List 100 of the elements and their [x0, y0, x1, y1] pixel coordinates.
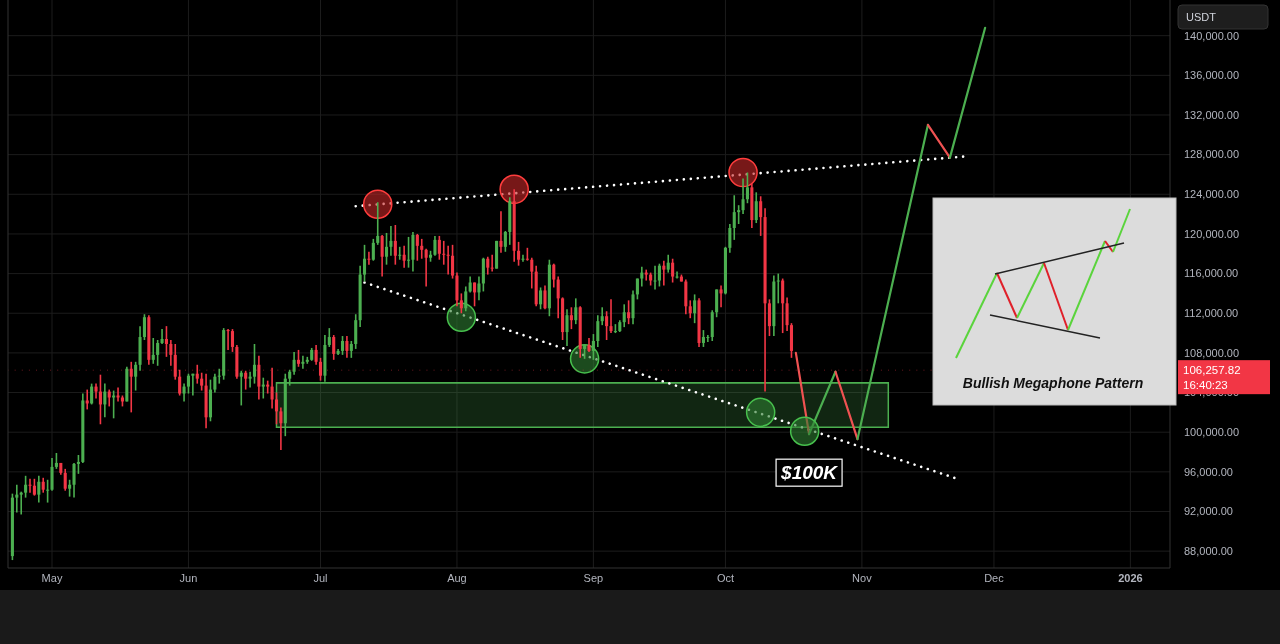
- candlestick: [490, 253, 494, 273]
- x-tick-label: Jul: [313, 572, 328, 584]
- candlestick: [76, 454, 80, 475]
- x-tick-label: Dec: [984, 572, 1005, 584]
- candlestick: [732, 194, 736, 241]
- y-tick-label: 136,000.00: [1184, 69, 1240, 82]
- candlestick: [552, 262, 556, 289]
- candlestick: [600, 306, 604, 326]
- candlestick: [340, 335, 345, 356]
- candlestick: [737, 204, 741, 225]
- candlestick: [609, 298, 613, 334]
- point: [745, 397, 776, 428]
- candlestick: [446, 245, 450, 276]
- candlestick: [376, 201, 380, 246]
- candlestick: [332, 334, 336, 361]
- candlestick: [631, 289, 635, 325]
- candlestick: [503, 230, 507, 253]
- candlestick: [239, 369, 243, 407]
- candlestick: [640, 265, 644, 288]
- candlestick: [499, 210, 503, 254]
- candlestick: [574, 297, 578, 325]
- y-tick-label: 88,000.00: [1184, 545, 1233, 557]
- candlestick: [644, 268, 648, 282]
- candlestick: [367, 250, 371, 266]
- candlestick: [142, 313, 146, 341]
- candlestick: [477, 275, 481, 302]
- candlestick: [745, 171, 749, 205]
- candlestick: [715, 288, 719, 319]
- point: [362, 189, 393, 219]
- candlestick: [244, 369, 248, 391]
- candlestick: [24, 475, 28, 499]
- candlestick: [173, 343, 177, 381]
- candlestick: [28, 477, 32, 494]
- x-tick-label: 2026: [1118, 572, 1143, 584]
- candlestick: [407, 236, 411, 269]
- candlestick: [706, 334, 710, 343]
- candlestick: [539, 286, 543, 311]
- candlestick: [530, 256, 534, 290]
- candlestick: [279, 406, 283, 451]
- candlestick: [569, 306, 573, 330]
- candlestick: [754, 191, 758, 224]
- candlestick: [327, 327, 331, 348]
- candlestick: [318, 357, 323, 382]
- candlestick: [596, 314, 600, 348]
- candlestick: [354, 313, 358, 350]
- candlestick: [103, 382, 107, 419]
- candlestick: [389, 225, 393, 257]
- candlestick: [759, 195, 763, 237]
- x-tick-label: Jun: [179, 572, 198, 584]
- candlestick: [622, 303, 626, 328]
- y-tick-label: 92,000.00: [1184, 505, 1233, 518]
- y-tick-label: 100,000.00: [1184, 426, 1240, 439]
- candlestick: [371, 238, 375, 262]
- candlestick: [178, 368, 182, 397]
- point: [728, 157, 758, 188]
- candlestick: [301, 355, 305, 370]
- point: [446, 302, 477, 332]
- candlestick: [424, 248, 428, 288]
- candlestick: [226, 328, 230, 351]
- candlestick: [85, 388, 89, 411]
- x-tick-label: Nov: [852, 572, 873, 584]
- y-tick-label: 120,000.00: [1184, 227, 1240, 240]
- candlestick: [151, 337, 155, 365]
- candlestick: [230, 328, 235, 353]
- candlestick: [437, 235, 441, 261]
- candlestick: [741, 177, 745, 215]
- candlestick: [217, 367, 221, 385]
- candlestick: [195, 363, 199, 385]
- candlestick: [314, 344, 318, 366]
- candlestick: [653, 264, 657, 291]
- candlestick: [213, 372, 217, 394]
- point: [789, 416, 820, 446]
- candlestick: [415, 233, 419, 262]
- y-tick-label: 96,000.00: [1184, 465, 1233, 478]
- x-tick-label: Sep: [583, 572, 604, 584]
- candlestick: [657, 262, 661, 288]
- y-tick-label: 112,000.00: [1184, 307, 1239, 320]
- candlestick: [451, 244, 455, 280]
- candlestick: [380, 234, 384, 278]
- candlestick: [627, 299, 631, 325]
- candlestick: [398, 246, 402, 261]
- candlestick: [605, 310, 609, 341]
- y-tick-label: 124,000.00: [1184, 188, 1240, 201]
- candlestick: [781, 277, 785, 334]
- candlestick: [261, 376, 265, 400]
- candlestick: [464, 285, 468, 313]
- annotation: Bullish Megaphone Pattern: [962, 375, 1144, 391]
- candlestick: [543, 284, 547, 311]
- point: [499, 174, 529, 205]
- candlestick: [521, 253, 525, 263]
- candlestick: [556, 275, 560, 319]
- candlestick: [156, 339, 160, 367]
- candlestick: [72, 462, 76, 499]
- candlestick: [63, 468, 67, 492]
- y-tick-label: 108,000.00: [1184, 346, 1240, 359]
- candlestick: [270, 366, 274, 410]
- candlestick: [767, 298, 771, 337]
- candlestick: [393, 224, 397, 266]
- candlestick: [164, 325, 168, 358]
- candlestick: [257, 355, 261, 401]
